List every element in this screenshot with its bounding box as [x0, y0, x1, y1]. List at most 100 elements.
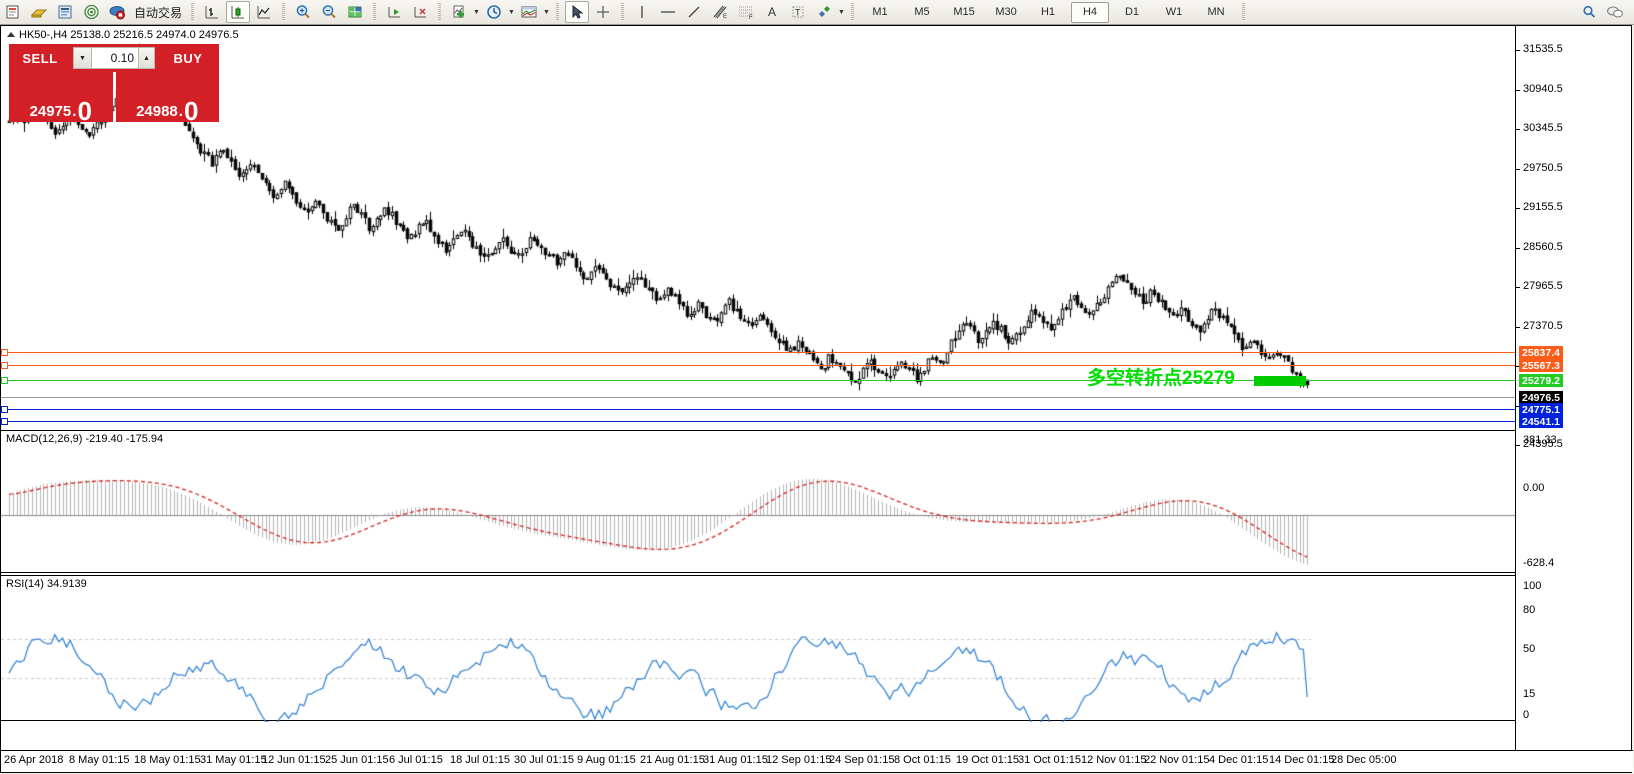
auto-scroll-icon[interactable] — [408, 1, 432, 23]
price-level-handle[interactable] — [1, 418, 8, 425]
time-axis[interactable]: 26 Apr 2018 8 May 01:15 18 May 01:15 31 May… — [1, 750, 1633, 772]
search-icon[interactable] — [1577, 1, 1601, 23]
bar-chart-icon[interactable] — [200, 1, 224, 23]
price-axis[interactable]: 31535.5 30940.5 30345.5 29750.5 29155.5 28560… — [1515, 26, 1631, 772]
toolbar-separator — [436, 3, 443, 21]
trend-line-icon[interactable] — [682, 1, 706, 23]
sell-price[interactable]: 24975 . 0 — [9, 72, 113, 124]
macd-title: MACD(12,26,9) -219.40 -175.94 — [6, 433, 164, 445]
chevron-down-icon[interactable]: ▼ — [543, 8, 550, 16]
timeframe-m1[interactable]: M1 — [872, 6, 888, 18]
volume-increment-icon[interactable]: ▲ — [138, 48, 154, 68]
crosshair-icon[interactable] — [591, 1, 615, 23]
price-level-chip[interactable]: 24976.5 — [1519, 391, 1563, 404]
buy-button[interactable]: BUY — [157, 44, 219, 72]
text-label-icon[interactable]: A — [768, 5, 777, 19]
price-level-line[interactable] — [1, 380, 1515, 381]
price-level-line[interactable] — [1, 352, 1515, 353]
time-axis-label: 12 Nov 01:15 — [1081, 754, 1147, 766]
equidistant-channel-icon[interactable]: E — [708, 1, 732, 23]
price-level-chip[interactable]: 25567.3 — [1519, 359, 1563, 372]
price-level-chip[interactable]: 24541.1 — [1519, 415, 1563, 428]
price-level-handle[interactable] — [1, 377, 8, 384]
timeframe-mn[interactable]: MN — [1207, 6, 1225, 18]
zoom-in-icon[interactable] — [291, 1, 315, 23]
book-icon[interactable] — [53, 1, 77, 23]
price-level-line[interactable] — [1, 365, 1515, 366]
rsi-title: RSI(14) 34.9139 — [6, 578, 87, 590]
collapse-arrow-icon[interactable] — [7, 32, 15, 37]
line-chart-icon[interactable] — [252, 1, 276, 23]
fibonacci-icon[interactable]: F — [734, 1, 758, 23]
timeframe-d1[interactable]: D1 — [1124, 6, 1140, 18]
time-axis-label: 31 May 01:15 — [200, 754, 267, 766]
price-level-chip[interactable]: 24775.1 — [1519, 403, 1563, 416]
price-level-handle[interactable] — [1, 362, 8, 369]
one-click-trading-panel[interactable]: SELL ▼ 0.10 ▲ BUY 24975 . 0 24988 . 0 — [9, 44, 219, 124]
chart-shift-icon[interactable] — [382, 1, 406, 23]
axis-tick — [1516, 327, 1520, 328]
axis-tick — [1516, 90, 1520, 91]
price-level-chip[interactable]: 25279.2 — [1519, 374, 1563, 387]
time-axis-label: 26 Apr 2018 — [4, 754, 64, 766]
time-axis-label: 9 Aug 01:15 — [577, 754, 636, 766]
timeframe-h4[interactable]: H4 — [1071, 1, 1110, 23]
chevron-down-icon[interactable]: ▼ — [508, 8, 515, 16]
volume-input[interactable]: ▼ 0.10 ▲ — [73, 47, 155, 69]
indicators-icon[interactable] — [447, 1, 471, 23]
candlestick-canvas — [1, 26, 1515, 429]
price-axis-label: 31535.5 — [1523, 43, 1563, 55]
price-level-chip[interactable]: 25837.4 — [1519, 346, 1563, 359]
chart-annotation-text[interactable]: 多空转折点25279 — [1087, 368, 1235, 389]
time-axis-label: 28 Dec 05:00 — [1331, 754, 1397, 766]
signal-icon[interactable] — [79, 1, 103, 23]
cursor-icon[interactable] — [565, 1, 590, 23]
price-level-line[interactable] — [1, 409, 1515, 410]
indicator-scale-label: -628.4 — [1523, 557, 1555, 569]
green-highlight-box[interactable] — [1254, 376, 1306, 386]
time-axis-label: 30 Jul 01:15 — [514, 754, 574, 766]
price-level-line[interactable] — [1, 397, 1515, 398]
price-axis-label: 30345.5 — [1523, 122, 1563, 134]
time-axis-label: 31 Oct 01:15 — [1018, 754, 1081, 766]
chat-icon[interactable] — [1603, 1, 1627, 23]
buy-price-dot: . — [178, 103, 183, 120]
gold-icon[interactable] — [27, 1, 51, 23]
candlestick-chart-icon[interactable] — [226, 1, 251, 23]
text-box-icon[interactable]: T — [786, 1, 810, 23]
volume-dropdown-icon[interactable]: ▼ — [74, 48, 92, 68]
time-axis-label: 6 Jul 01:15 — [389, 754, 443, 766]
order-icon[interactable] — [1, 1, 25, 23]
chevron-down-icon[interactable]: ▼ — [473, 8, 480, 16]
autotrade-label[interactable]: 自动交易 — [134, 5, 183, 20]
buy-price[interactable]: 24988 . 0 — [115, 72, 219, 124]
price-level-line[interactable] — [1, 421, 1515, 422]
sell-button[interactable]: SELL — [9, 44, 71, 72]
price-level-handle[interactable] — [1, 349, 8, 356]
rsi-canvas — [1, 576, 1515, 722]
timeframe-h1[interactable]: H1 — [1040, 6, 1056, 18]
toolbar-right-group — [1576, 1, 1634, 23]
price-level-handle[interactable] — [1, 406, 8, 413]
timeframe-m30[interactable]: M30 — [995, 6, 1017, 18]
horizontal-line-icon[interactable] — [656, 1, 680, 23]
timeframe-m15[interactable]: M15 — [953, 6, 975, 18]
zoom-out-icon[interactable] — [317, 1, 341, 23]
symbol-title: HK50-,H4 25138.0 25216.5 24974.0 24976.5 — [19, 29, 239, 41]
timeframe-m5[interactable]: M5 — [914, 6, 930, 18]
rsi-pane[interactable]: RSI(14) 34.9139 — [1, 575, 1515, 722]
chevron-down-icon[interactable]: ▼ — [838, 8, 845, 16]
axis-tick — [1516, 445, 1520, 446]
templates-icon[interactable] — [517, 1, 541, 23]
drawings-icon[interactable] — [812, 1, 836, 23]
period-icon[interactable] — [482, 1, 506, 23]
chart-area[interactable]: HK50-,H4 25138.0 25216.5 24974.0 24976.5… — [0, 25, 1633, 773]
macd-pane[interactable]: MACD(12,26,9) -219.40 -175.94 — [1, 430, 1515, 574]
price-pane[interactable]: HK50-,H4 25138.0 25216.5 24974.0 24976.5… — [1, 26, 1515, 429]
vertical-line-icon[interactable] — [630, 1, 654, 23]
timeframe-w1[interactable]: W1 — [1165, 6, 1183, 18]
volume-value[interactable]: 0.10 — [110, 51, 134, 65]
grid-icon[interactable] — [343, 1, 367, 23]
alert-icon[interactable] — [105, 1, 129, 23]
